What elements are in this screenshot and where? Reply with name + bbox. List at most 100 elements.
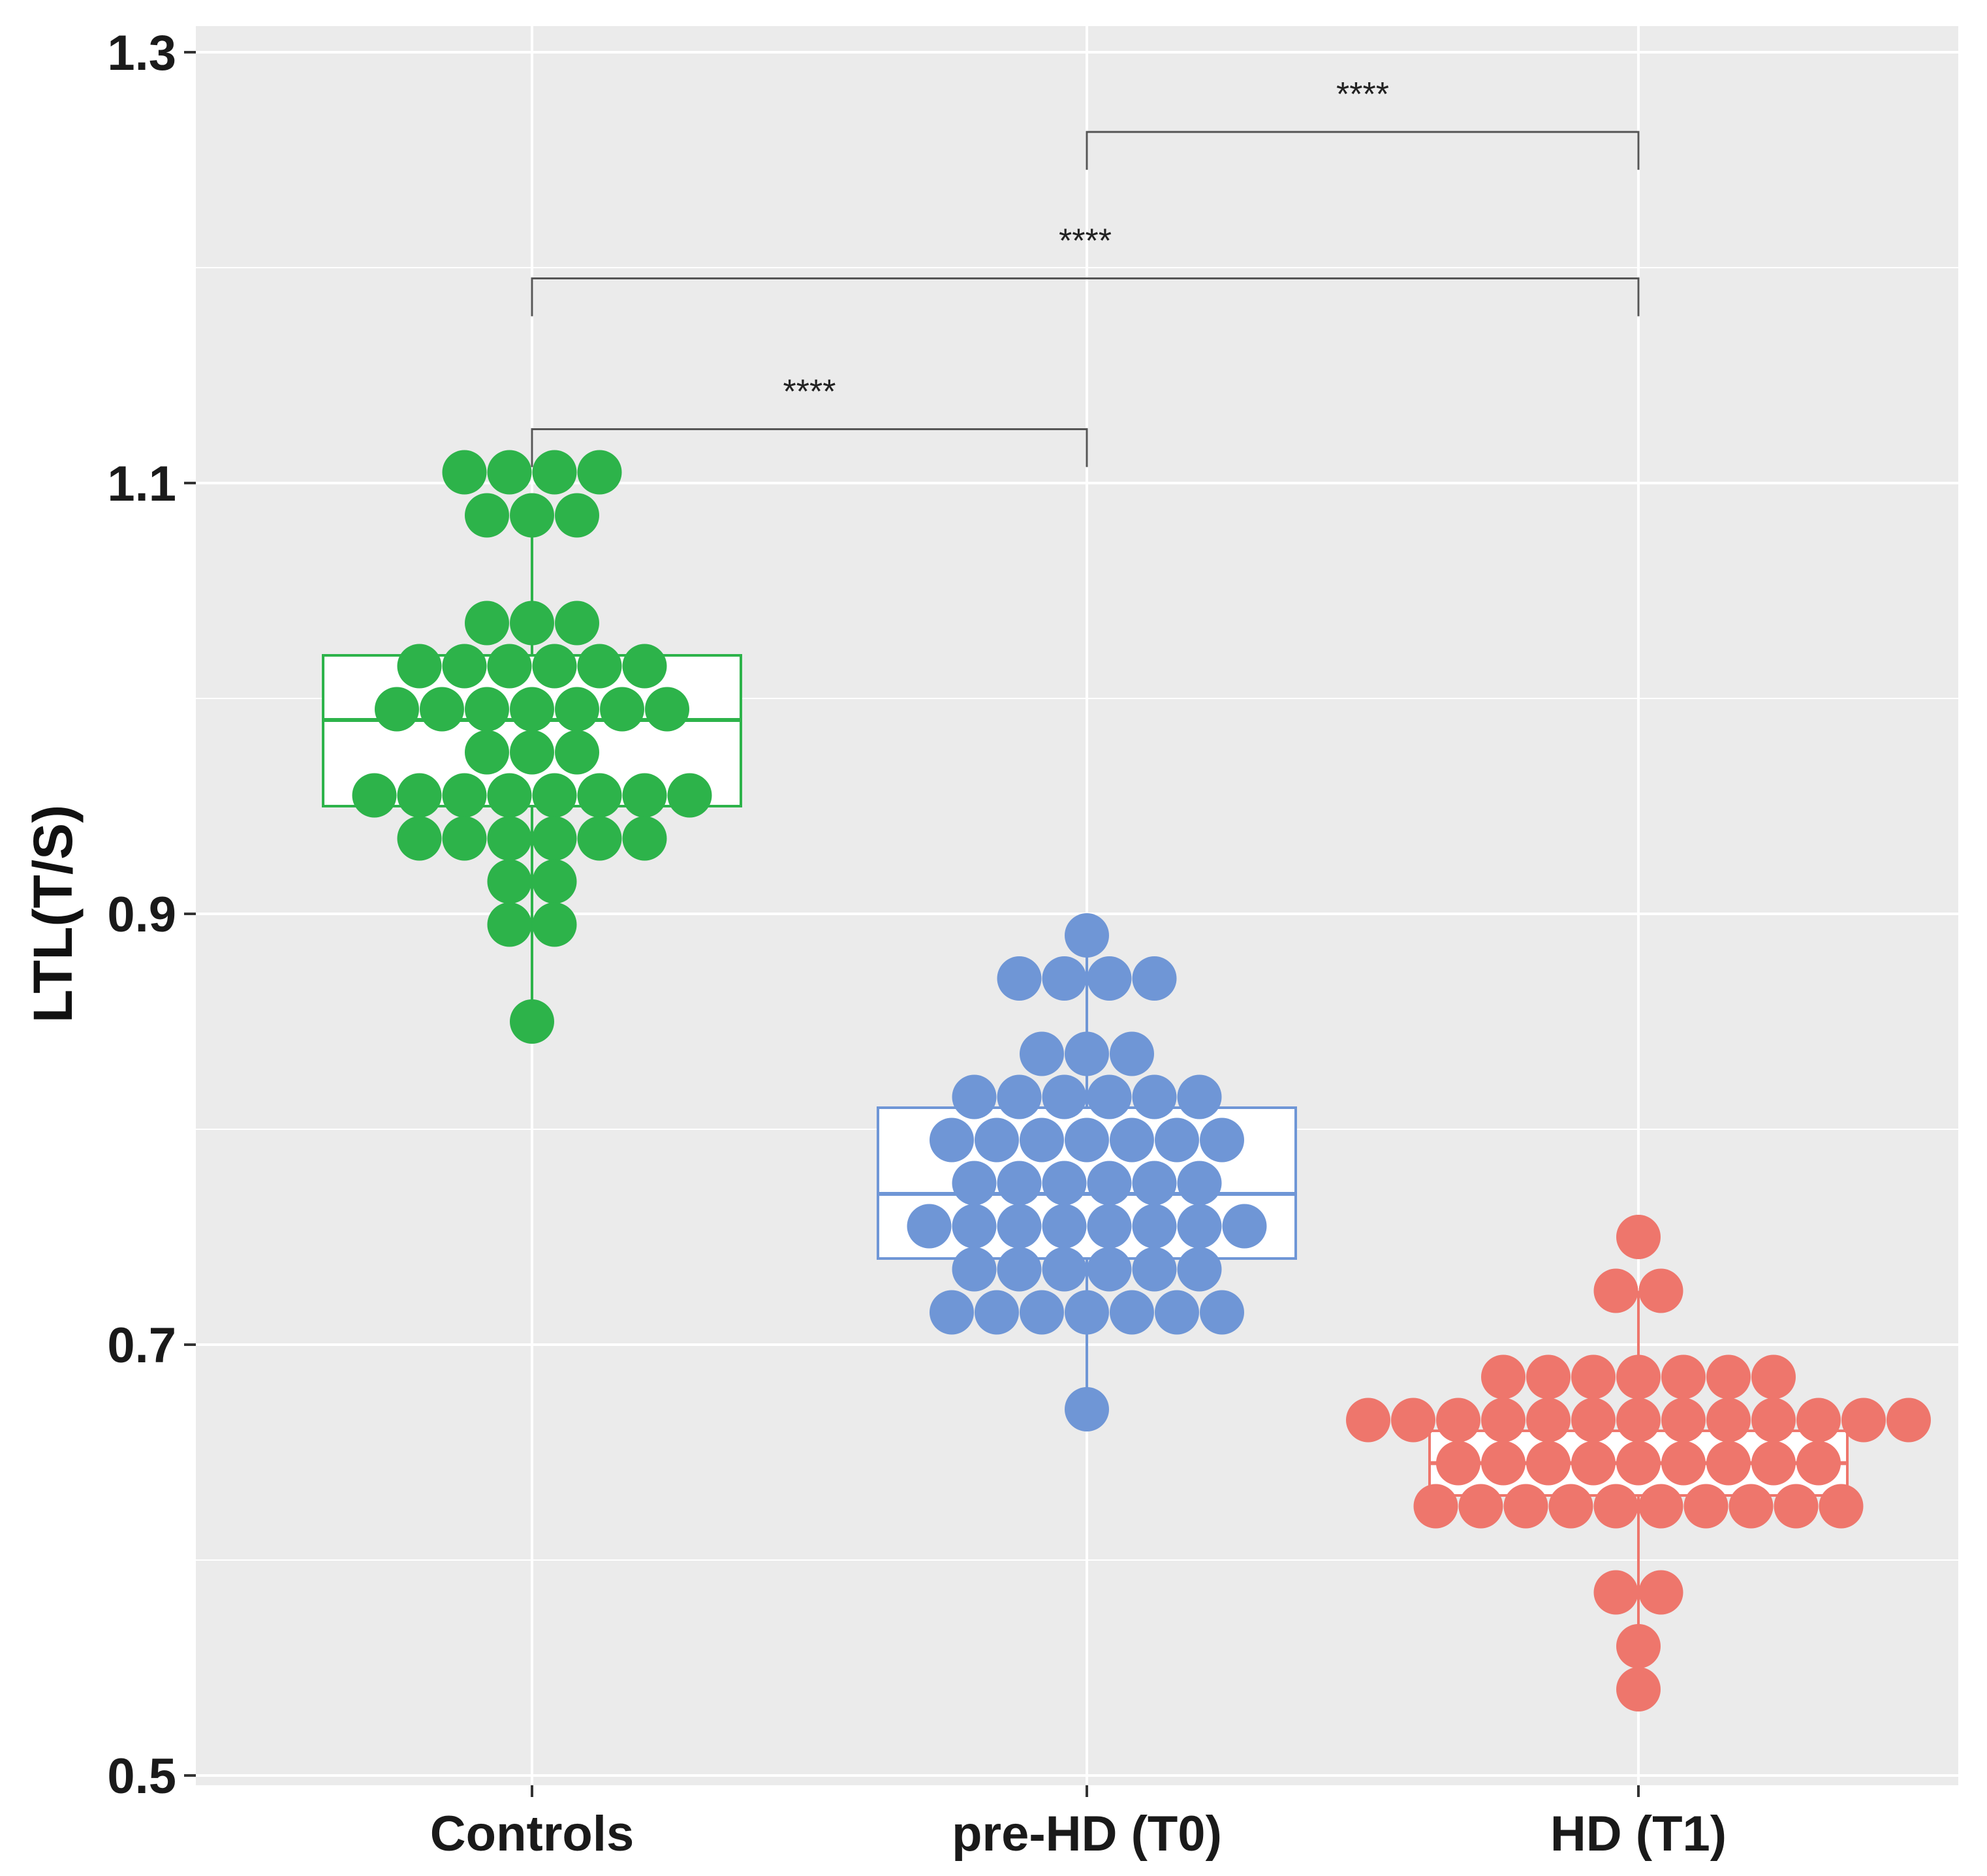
data-dot	[1571, 1441, 1616, 1486]
significance-label: ****	[783, 373, 836, 411]
data-dot	[510, 999, 554, 1044]
data-dot	[1132, 1247, 1177, 1292]
data-dot	[1020, 1118, 1064, 1163]
data-dot	[645, 687, 689, 732]
y-tick-label: 0.9	[107, 887, 176, 943]
data-dot	[1110, 1290, 1154, 1335]
data-dot	[1796, 1441, 1841, 1486]
data-dot	[1065, 1387, 1109, 1431]
data-dot	[1616, 1215, 1661, 1259]
data-dot	[1661, 1354, 1706, 1399]
data-dot	[1593, 1268, 1638, 1313]
data-dot	[1087, 1074, 1132, 1119]
data-dot	[1177, 1204, 1222, 1249]
data-dot	[1774, 1484, 1819, 1529]
data-dot	[1481, 1398, 1525, 1443]
data-dot	[1616, 1354, 1661, 1399]
data-dot	[1751, 1354, 1796, 1399]
significance-brackets: **** **** ****	[531, 76, 1640, 467]
data-dot	[600, 687, 644, 732]
data-dot	[1042, 1247, 1087, 1292]
data-dot	[375, 687, 419, 732]
data-dot	[352, 773, 397, 818]
data-dot	[1132, 1204, 1177, 1249]
data-dot	[1661, 1441, 1706, 1486]
data-dot	[1661, 1398, 1706, 1443]
data-dot	[1087, 1204, 1132, 1249]
significance-label: ****	[1059, 223, 1112, 260]
data-dot	[1683, 1484, 1729, 1529]
data-dot	[1796, 1398, 1841, 1443]
data-dot	[465, 493, 509, 538]
data-dot	[487, 644, 532, 689]
data-dot	[952, 1204, 997, 1249]
data-dot	[420, 687, 464, 732]
data-dot	[1065, 1118, 1109, 1163]
data-dot	[1616, 1441, 1661, 1486]
data-dot	[1706, 1354, 1751, 1399]
data-dot	[487, 816, 532, 861]
data-dot	[997, 1161, 1042, 1206]
data-dot	[622, 773, 667, 818]
data-dot	[510, 493, 554, 538]
data-dot	[1526, 1398, 1571, 1443]
data-dot	[1110, 1031, 1154, 1076]
data-dot	[997, 1247, 1042, 1292]
data-dot	[1458, 1484, 1503, 1529]
data-dot	[1177, 1247, 1222, 1292]
data-dot	[1087, 956, 1132, 1001]
data-dot	[442, 816, 487, 861]
data-dot	[1065, 1290, 1109, 1335]
data-dot	[952, 1161, 997, 1206]
data-dot	[577, 450, 622, 495]
data-dot	[1155, 1118, 1199, 1163]
data-dot	[1638, 1484, 1683, 1529]
data-dot	[997, 1204, 1042, 1249]
data-dot	[1616, 1624, 1661, 1668]
data-dot	[532, 859, 577, 904]
data-dot	[1391, 1398, 1435, 1443]
data-dot	[1526, 1354, 1571, 1399]
data-dot	[510, 687, 554, 732]
data-dot	[1346, 1398, 1390, 1443]
data-dot	[1177, 1074, 1222, 1119]
data-dot	[1132, 956, 1177, 1001]
data-dot	[907, 1204, 952, 1249]
data-dot	[1638, 1570, 1683, 1615]
data-dot	[577, 816, 622, 861]
data-dot	[1751, 1398, 1796, 1443]
data-dot	[1222, 1204, 1267, 1249]
data-dot	[532, 450, 577, 495]
data-dot	[532, 773, 577, 818]
significance-bracket	[531, 428, 1088, 467]
data-dot	[997, 1074, 1042, 1119]
data-dot	[487, 902, 532, 947]
data-dot	[397, 773, 442, 818]
data-dot	[465, 730, 509, 775]
data-dot	[1819, 1484, 1864, 1529]
data-dot	[1571, 1354, 1616, 1399]
data-dot	[532, 816, 577, 861]
data-dot	[1200, 1290, 1244, 1335]
data-dot	[1616, 1398, 1661, 1443]
data-dot	[1042, 1161, 1087, 1206]
data-dot	[510, 730, 554, 775]
data-dot	[1065, 913, 1109, 958]
data-dot	[577, 773, 622, 818]
data-dot	[465, 687, 509, 732]
data-dot	[1503, 1484, 1548, 1529]
data-dot	[532, 902, 577, 947]
data-dot	[1841, 1398, 1886, 1443]
data-dot	[555, 687, 599, 732]
data-dot	[555, 493, 599, 538]
data-dot	[1132, 1161, 1177, 1206]
data-dot	[555, 730, 599, 775]
data-dot	[1729, 1484, 1774, 1529]
data-dot	[1177, 1161, 1222, 1206]
data-dot	[622, 816, 667, 861]
data-dot	[952, 1247, 997, 1292]
data-dot	[487, 450, 532, 495]
data-dot	[1087, 1161, 1132, 1206]
x-category-label: HD (T1)	[1550, 1806, 1727, 1862]
